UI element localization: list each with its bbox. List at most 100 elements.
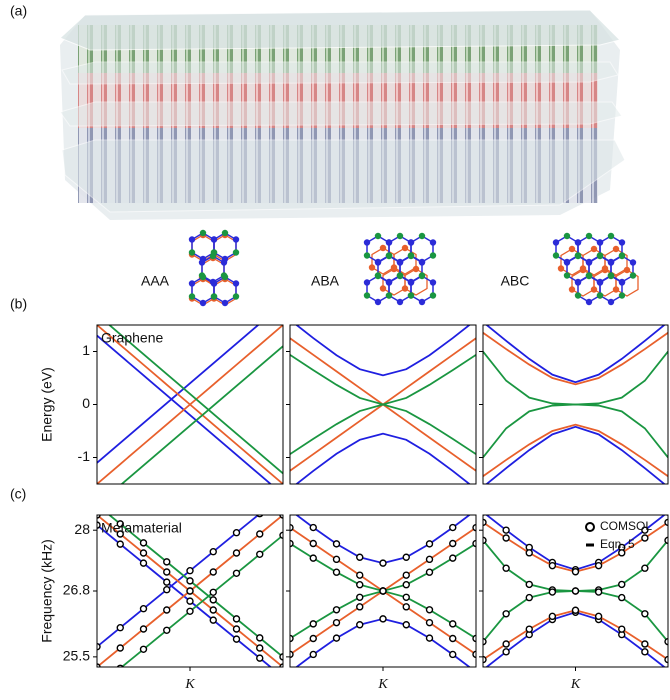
comsol-point bbox=[594, 612, 603, 621]
comsol-point bbox=[332, 568, 341, 576]
comsol-point bbox=[664, 637, 668, 646]
comsol-point bbox=[548, 588, 557, 596]
comsol-point bbox=[209, 616, 217, 624]
comsol-point bbox=[618, 625, 626, 633]
stacking-label: AAA bbox=[141, 273, 170, 289]
plot-area bbox=[290, 325, 476, 484]
comsol-point bbox=[280, 674, 286, 680]
x-tick-label: K bbox=[377, 677, 388, 692]
comsol-point bbox=[97, 663, 101, 667]
comsol-point bbox=[472, 523, 476, 532]
plot-area bbox=[483, 515, 668, 667]
comsol-point bbox=[116, 644, 124, 652]
comsol-point bbox=[641, 564, 649, 572]
comsol-point bbox=[232, 529, 241, 537]
comsol-point bbox=[116, 530, 124, 538]
comsol-point bbox=[209, 548, 217, 556]
comsol-point bbox=[449, 523, 457, 532]
comsol-point bbox=[139, 559, 148, 567]
comsol-point bbox=[571, 587, 580, 595]
comsol-point bbox=[483, 515, 486, 516]
comsol-point bbox=[332, 540, 341, 548]
comsol-point bbox=[502, 648, 510, 656]
comsol-point bbox=[256, 530, 264, 538]
comsol-point bbox=[548, 612, 557, 621]
band-line bbox=[483, 539, 668, 592]
comsol-point bbox=[116, 540, 124, 548]
comsol-point bbox=[209, 596, 217, 604]
band-line bbox=[485, 425, 666, 484]
comsol-point bbox=[425, 555, 434, 564]
y-tick-label: 1 bbox=[82, 342, 90, 358]
comsol-point bbox=[97, 515, 101, 519]
comsol-point bbox=[256, 550, 264, 558]
comsol-point bbox=[232, 569, 241, 577]
band-line bbox=[290, 354, 476, 406]
comsol-point bbox=[402, 603, 410, 611]
comsol-point bbox=[116, 664, 124, 667]
comsol-point bbox=[449, 634, 457, 643]
band-line bbox=[108, 325, 283, 475]
comsol-point bbox=[163, 568, 171, 576]
y-tick-label: 26.8 bbox=[63, 582, 90, 598]
comsol-point bbox=[571, 568, 580, 576]
comsol-point bbox=[186, 577, 194, 585]
y-tick-label: 28 bbox=[74, 521, 90, 537]
band-line bbox=[483, 609, 668, 661]
chart bbox=[286, 324, 477, 485]
comsol-point bbox=[290, 650, 294, 659]
comsol-point bbox=[332, 618, 341, 627]
comsol-point bbox=[163, 578, 171, 586]
comsol-point bbox=[139, 549, 148, 557]
comsol-point bbox=[356, 621, 364, 629]
comsol-point bbox=[139, 625, 148, 633]
comsol-point bbox=[473, 669, 479, 675]
comsol-point bbox=[483, 637, 487, 646]
legend-label: Eqn. 5 bbox=[600, 537, 635, 551]
band-line bbox=[295, 432, 471, 484]
comsol-point bbox=[525, 580, 533, 589]
comsol-point bbox=[472, 539, 476, 548]
band-line bbox=[483, 403, 668, 459]
comsol-point bbox=[472, 634, 476, 643]
comsol-point bbox=[279, 515, 283, 519]
chart: K COMSOL Eqn. 5 bbox=[479, 514, 669, 692]
comsol-point bbox=[332, 634, 341, 642]
comsol-point bbox=[139, 605, 148, 613]
comsol-point bbox=[502, 610, 510, 618]
band-line bbox=[97, 334, 272, 484]
comsol-point bbox=[309, 554, 317, 562]
comsol-point bbox=[379, 615, 387, 623]
comsol-point bbox=[618, 580, 626, 589]
comsol-point bbox=[641, 640, 649, 648]
comsol-point bbox=[356, 603, 364, 611]
comsol-point bbox=[402, 581, 410, 589]
comsol-point bbox=[483, 536, 487, 545]
plot-area bbox=[97, 515, 286, 680]
comsol-point bbox=[664, 655, 668, 664]
comsol-point bbox=[402, 571, 410, 579]
band-line bbox=[97, 325, 283, 484]
band-line bbox=[483, 350, 668, 406]
comsol-point bbox=[232, 625, 241, 633]
legend-marker bbox=[585, 522, 595, 532]
comsol-point bbox=[309, 620, 317, 628]
comsol-point bbox=[525, 593, 533, 602]
comsol-point bbox=[664, 518, 668, 527]
plot-area bbox=[97, 325, 283, 484]
comsol-point bbox=[425, 634, 434, 642]
lattice-diagrams: AAA ABA ABC bbox=[141, 229, 639, 307]
band-line bbox=[483, 423, 668, 477]
comsol-point bbox=[402, 593, 410, 601]
comsol-point bbox=[425, 618, 434, 627]
comsol-point bbox=[525, 625, 533, 633]
comsol-point bbox=[356, 571, 364, 579]
comsol-point bbox=[548, 561, 557, 570]
comsol-point bbox=[309, 650, 317, 659]
stacking-label: ABC bbox=[501, 273, 530, 289]
panel-label: (b) bbox=[10, 296, 27, 312]
band-line bbox=[290, 590, 476, 640]
comsol-point bbox=[502, 564, 510, 572]
comsol-point bbox=[309, 539, 317, 548]
